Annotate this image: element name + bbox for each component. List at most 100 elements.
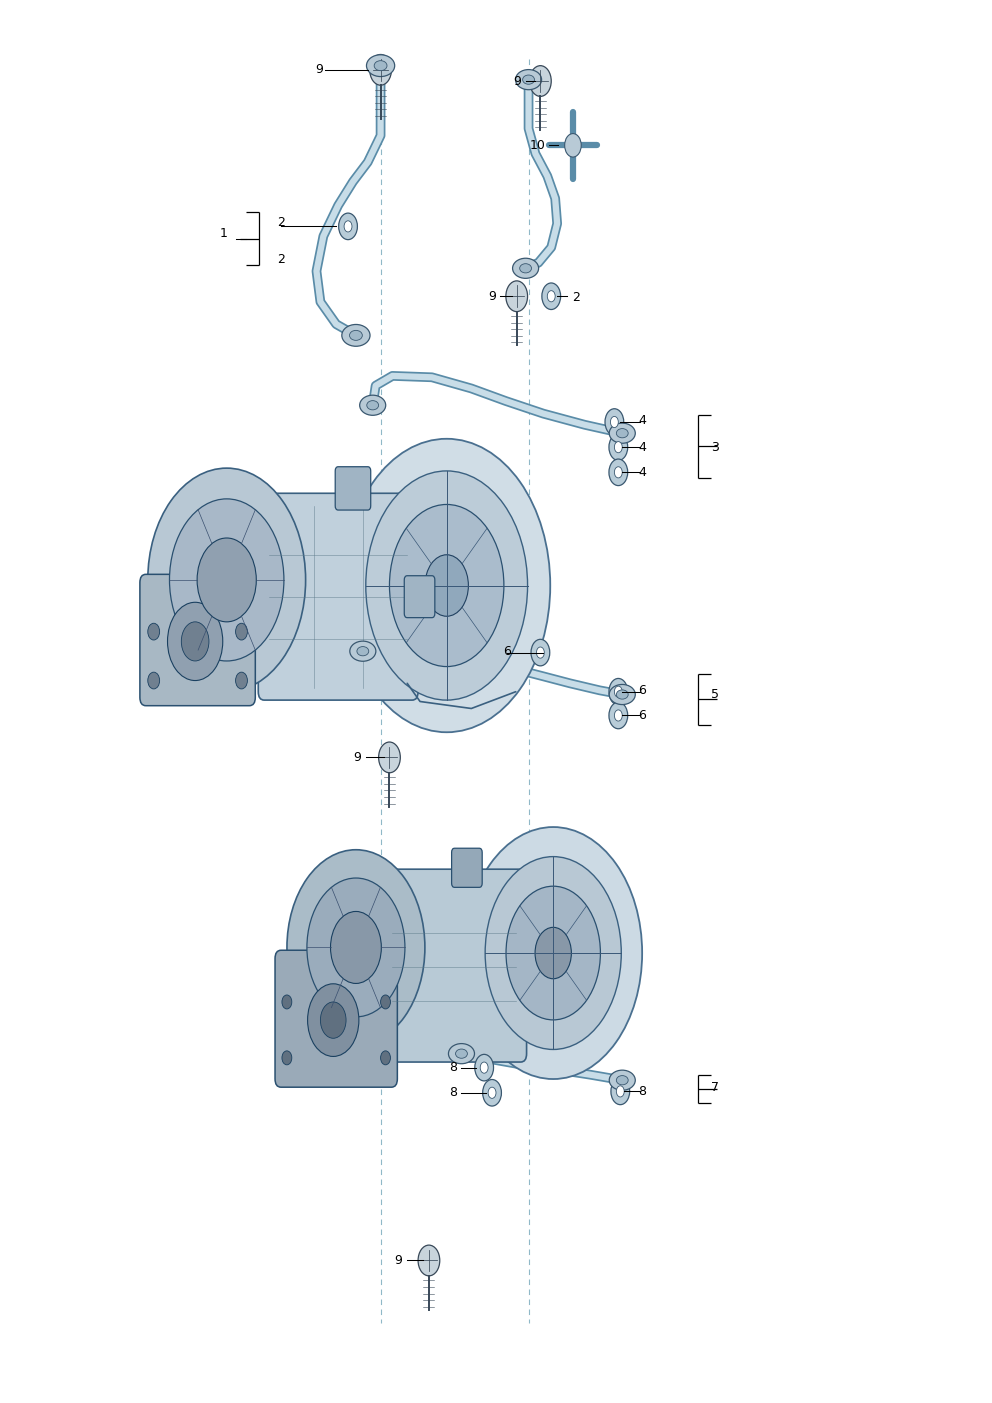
Circle shape [379, 742, 401, 773]
Circle shape [343, 439, 551, 732]
Circle shape [381, 1051, 391, 1065]
Circle shape [609, 459, 628, 485]
Ellipse shape [616, 428, 628, 438]
Circle shape [616, 1086, 624, 1097]
Circle shape [366, 471, 528, 700]
FancyBboxPatch shape [405, 575, 434, 617]
Ellipse shape [342, 324, 370, 347]
Text: 4: 4 [638, 414, 646, 427]
FancyBboxPatch shape [258, 494, 418, 700]
Circle shape [488, 1087, 496, 1099]
Circle shape [197, 537, 256, 622]
FancyBboxPatch shape [451, 849, 482, 887]
Text: 7: 7 [711, 1080, 719, 1094]
Circle shape [308, 984, 359, 1056]
Text: 8: 8 [449, 1061, 457, 1075]
Circle shape [564, 133, 581, 157]
Ellipse shape [513, 258, 539, 278]
Text: 8: 8 [449, 1086, 457, 1100]
Circle shape [605, 408, 624, 435]
Circle shape [148, 469, 306, 692]
Text: 2: 2 [277, 216, 285, 229]
Circle shape [506, 887, 600, 1020]
Circle shape [168, 602, 223, 680]
Text: 10: 10 [530, 139, 546, 152]
FancyBboxPatch shape [382, 870, 527, 1062]
Circle shape [344, 220, 352, 231]
Circle shape [609, 679, 628, 704]
Circle shape [614, 442, 622, 453]
Text: 6: 6 [503, 645, 511, 658]
Circle shape [282, 1051, 292, 1065]
Text: 6: 6 [638, 683, 646, 697]
Circle shape [381, 995, 391, 1009]
Ellipse shape [616, 690, 628, 699]
Circle shape [330, 912, 381, 984]
Ellipse shape [349, 330, 362, 341]
Circle shape [425, 554, 468, 616]
Circle shape [418, 1244, 439, 1275]
Circle shape [614, 467, 622, 478]
Ellipse shape [520, 264, 532, 274]
Text: 6: 6 [638, 709, 646, 723]
Text: 9: 9 [513, 74, 521, 87]
Circle shape [148, 623, 160, 640]
Circle shape [548, 290, 556, 302]
Ellipse shape [374, 60, 387, 70]
Circle shape [542, 283, 560, 310]
Circle shape [483, 1079, 501, 1106]
Circle shape [235, 672, 247, 689]
Ellipse shape [609, 1070, 635, 1090]
Circle shape [537, 647, 545, 658]
Text: 2: 2 [572, 292, 580, 304]
Circle shape [475, 1055, 494, 1080]
Circle shape [614, 710, 622, 721]
Ellipse shape [367, 401, 379, 410]
Circle shape [320, 1002, 346, 1038]
Text: 4: 4 [638, 466, 646, 478]
Text: 9: 9 [395, 1254, 403, 1267]
Circle shape [182, 622, 209, 661]
Circle shape [235, 623, 247, 640]
Text: 9: 9 [315, 63, 323, 76]
Text: 1: 1 [220, 227, 228, 240]
FancyBboxPatch shape [140, 574, 255, 706]
Circle shape [611, 1078, 630, 1104]
Ellipse shape [448, 1044, 474, 1063]
Circle shape [535, 927, 571, 979]
Circle shape [282, 995, 292, 1009]
Text: 4: 4 [638, 441, 646, 453]
Text: 2: 2 [277, 254, 285, 267]
Circle shape [614, 686, 622, 697]
Circle shape [531, 640, 550, 666]
Text: 9: 9 [488, 290, 496, 303]
Circle shape [370, 55, 392, 86]
Circle shape [506, 281, 528, 311]
Circle shape [485, 857, 621, 1049]
Circle shape [390, 505, 504, 666]
Ellipse shape [609, 685, 635, 704]
FancyBboxPatch shape [275, 950, 398, 1087]
Ellipse shape [616, 1076, 628, 1085]
Ellipse shape [609, 424, 635, 443]
Ellipse shape [366, 55, 395, 77]
Circle shape [609, 434, 628, 460]
Ellipse shape [350, 641, 376, 661]
Text: 3: 3 [711, 441, 719, 453]
Circle shape [170, 499, 284, 661]
Circle shape [148, 672, 160, 689]
Circle shape [610, 417, 618, 428]
Ellipse shape [516, 70, 542, 90]
Circle shape [307, 878, 405, 1017]
FancyBboxPatch shape [335, 467, 371, 511]
Ellipse shape [523, 74, 535, 84]
Ellipse shape [357, 647, 369, 655]
Circle shape [338, 213, 357, 240]
Circle shape [287, 850, 425, 1045]
Text: 8: 8 [638, 1085, 646, 1099]
Ellipse shape [360, 396, 386, 415]
Circle shape [480, 1062, 488, 1073]
Circle shape [609, 702, 628, 728]
Circle shape [530, 66, 552, 97]
Text: 9: 9 [353, 751, 361, 763]
